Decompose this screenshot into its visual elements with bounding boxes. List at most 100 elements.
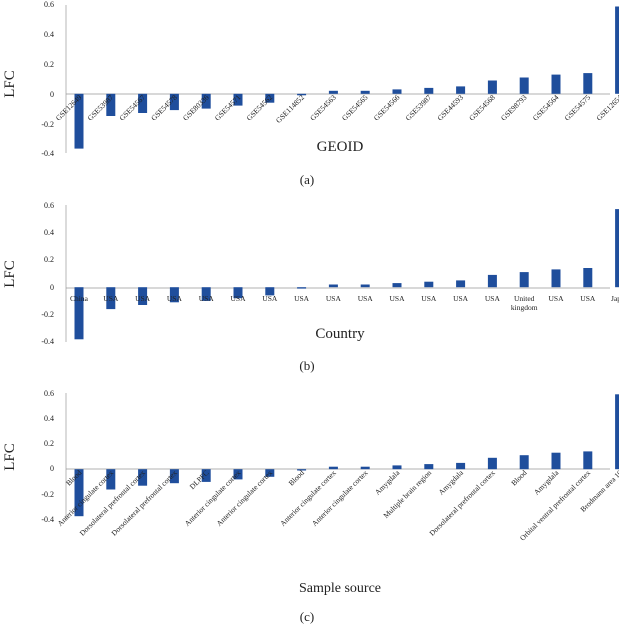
- bar: [583, 451, 593, 470]
- category-label: China: [70, 294, 89, 303]
- bar: [297, 469, 307, 471]
- category-label: USA: [135, 294, 151, 303]
- panel-b-y-ticks: 0.6 0.4 0.2 0 -0.2 -0.4: [41, 201, 54, 346]
- bar: [424, 87, 434, 94]
- category-label: GSE54564: [531, 93, 561, 123]
- bar: [551, 452, 561, 470]
- bar: [201, 469, 211, 482]
- bar: [169, 93, 179, 111]
- bar: [106, 93, 116, 116]
- category-label: USA: [548, 294, 564, 303]
- y-tick-label: 0.4: [44, 414, 54, 423]
- bar: [233, 93, 243, 106]
- bar: [615, 209, 619, 288]
- panel-a-y-ticks: 0.6 0.4 0.2 0 -0.2 -0.4: [41, 0, 54, 158]
- category-label: Blood: [509, 468, 529, 488]
- bar: [424, 464, 434, 470]
- category-label: Anterior cingulate cortex: [215, 468, 275, 528]
- panel-c-y-ticks: 0.6 0.4 0.2 0 -0.2 -0.4: [41, 389, 54, 524]
- bar: [169, 469, 179, 484]
- y-tick-label: 0.4: [44, 228, 54, 237]
- y-tick-label: 0.4: [44, 30, 54, 39]
- bar: [392, 465, 402, 470]
- category-label: Anterior cingulate cortex: [183, 468, 243, 528]
- y-tick-label: 0.6: [44, 389, 54, 398]
- bar: [456, 86, 466, 94]
- bar: [74, 469, 84, 517]
- bar: [456, 280, 466, 288]
- bar: [138, 93, 148, 113]
- y-tick-label: 0.6: [44, 0, 54, 9]
- y-tick-label: -0.4: [41, 149, 54, 158]
- bar: [297, 93, 307, 96]
- category-label: GSE98793: [499, 93, 529, 123]
- bar: [328, 90, 338, 94]
- category-label: USA: [199, 294, 215, 303]
- panel-b-bars: [74, 209, 619, 340]
- bar: [74, 93, 84, 149]
- y-tick-label: -0.4: [41, 337, 54, 346]
- category-label: GSE54568: [467, 93, 497, 123]
- category-label: USA: [167, 294, 183, 303]
- bar: [583, 73, 593, 94]
- bar: [615, 6, 619, 94]
- category-label: GSE54566: [372, 93, 402, 123]
- category-label: GSE54562: [245, 93, 275, 123]
- panel-b: 0.6 0.4 0.2 0 -0.2 -0.4 China USA USA USA US…: [2, 201, 619, 373]
- category-label: USA: [294, 294, 310, 303]
- y-tick-label: -0.2: [41, 310, 54, 319]
- category-label: USA: [358, 294, 374, 303]
- category-label: USA: [230, 294, 246, 303]
- bar: [74, 287, 84, 340]
- panel-b-category-labels: China USA USA USA USA USA USA USA USA USA USA USA US…: [70, 294, 619, 312]
- bar: [328, 284, 338, 288]
- panel-a-x-axis-title: GEOID: [317, 139, 364, 155]
- panel-a-bars: [74, 6, 619, 149]
- bar: [265, 93, 275, 103]
- bar: [233, 469, 243, 480]
- y-tick-label: 0: [50, 464, 54, 473]
- category-label: GSE54563: [308, 93, 338, 123]
- bar: [265, 287, 275, 296]
- y-tick-label: 0.6: [44, 201, 54, 210]
- category-label: Amygdala: [532, 468, 561, 497]
- bar: [551, 269, 561, 288]
- bar: [456, 462, 466, 470]
- panel-c-y-axis-title: LFC: [2, 443, 18, 471]
- panel-a-y-axis-title: LFC: [2, 70, 18, 98]
- y-tick-label: 0: [50, 90, 54, 99]
- bar: [487, 274, 497, 288]
- category-label: GSE53987: [404, 93, 434, 123]
- bar: [233, 287, 243, 299]
- bar: [392, 283, 402, 288]
- bar: [201, 287, 211, 301]
- category-label: USA: [103, 294, 119, 303]
- category-label: GSE114852: [274, 93, 306, 125]
- category-label: USA: [326, 294, 342, 303]
- category-label: GSE44593: [435, 93, 465, 123]
- panel-a-caption: (a): [300, 172, 314, 187]
- bar: [138, 287, 148, 305]
- bar: [615, 394, 619, 470]
- bar: [424, 281, 434, 288]
- category-label: GSE54571: [213, 93, 243, 123]
- bar: [106, 287, 116, 310]
- category-label: Blood: [287, 468, 307, 488]
- panel-c-caption: (c): [300, 609, 314, 624]
- category-label: Anterior cingulate cortex: [278, 468, 338, 528]
- bar: [138, 469, 148, 486]
- category-label: USA: [580, 294, 596, 303]
- bar: [265, 469, 275, 477]
- bar: [519, 272, 529, 288]
- panel-b-caption: (b): [299, 358, 314, 373]
- category-label: Dorsolateral prefrontal cortex: [427, 468, 497, 538]
- category-label: USA: [421, 294, 437, 303]
- category-label: Amygdala: [437, 468, 466, 497]
- bar: [106, 469, 116, 490]
- bar: [360, 90, 370, 94]
- y-tick-label: 0: [50, 283, 54, 292]
- bar: [360, 284, 370, 288]
- panel-c-bars: [74, 394, 619, 517]
